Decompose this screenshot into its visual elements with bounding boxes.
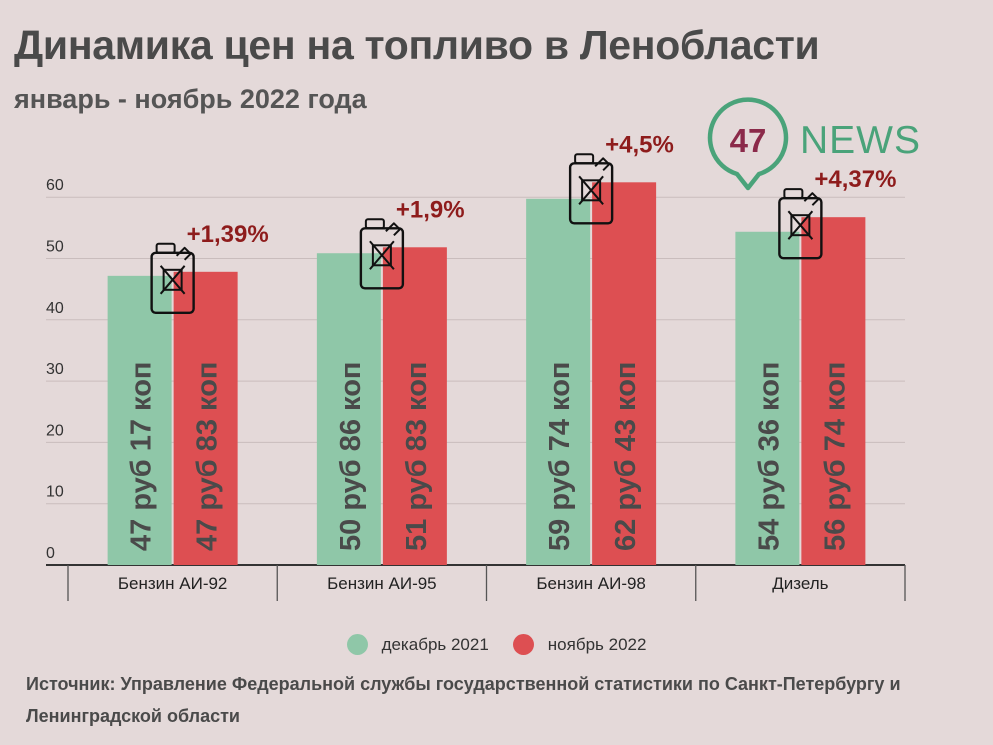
percent-change-label: +1,39% — [187, 221, 269, 248]
legend-item-nov-2022: ноябрь 2022 — [512, 634, 647, 655]
bar-chart: 0 10 20 30 40 50 60 47 руб 17 коп 47 руб 83 коп +… — [46, 131, 906, 601]
bar-value-label: 47 руб 17 коп — [126, 362, 158, 551]
bar-nov-2022 — [173, 271, 238, 565]
chart-legend: декабрь 2021 ноябрь 2022 — [0, 634, 993, 655]
y-tick-label: 60 — [46, 177, 64, 194]
fuel-canister-icon — [568, 153, 614, 225]
bar-value-label: 51 руб 83 коп — [401, 362, 433, 551]
logo-word: NEWS — [800, 119, 921, 162]
x-tick-label: Бензин АИ-98 — [536, 574, 646, 593]
logo-pin-icon — [707, 97, 789, 191]
legend-item-dec-2021: декабрь 2021 — [346, 634, 489, 655]
percent-change-label: +4,37% — [814, 166, 896, 193]
bar-value-label: 56 руб 74 коп — [819, 362, 851, 551]
bar-value-label: 59 руб 74 коп — [544, 362, 576, 551]
legend-swatch-dec-2021 — [346, 634, 368, 655]
bar-value-label: 50 руб 86 коп — [335, 362, 367, 551]
bar-dec-2021 — [735, 231, 800, 565]
percent-change-label: +4,5% — [605, 131, 674, 158]
bar-dec-2021 — [526, 198, 591, 565]
y-tick-label: 40 — [46, 300, 64, 317]
legend-label-nov-2022: ноябрь 2022 — [547, 634, 647, 654]
bar-value-label: 54 руб 36 коп — [753, 362, 785, 551]
logo-number: 47 — [730, 122, 767, 159]
legend-swatch-nov-2022 — [512, 634, 534, 655]
percent-change-label: +1,9% — [396, 196, 465, 223]
chart-subtitle: январь - ноябрь 2022 года — [14, 84, 367, 114]
bar-dec-2021 — [316, 253, 381, 565]
legend-label-dec-2021: декабрь 2021 — [381, 634, 489, 654]
fuel-canister-icon — [150, 242, 195, 315]
bar-value-label: 47 руб 83 коп — [192, 362, 224, 551]
fuel-canister-icon — [778, 188, 823, 260]
fuel-canister-icon — [359, 218, 405, 290]
y-tick-label: 20 — [46, 422, 64, 439]
y-tick-label: 10 — [46, 484, 64, 501]
bar-nov-2022 — [382, 247, 447, 565]
y-tick-label: 0 — [46, 545, 55, 562]
bar-value-label: 62 руб 43 коп — [610, 362, 642, 551]
x-tick-label: Бензин АИ-95 — [327, 574, 437, 593]
y-tick-label: 50 — [46, 239, 64, 256]
news-logo: 47 NEWS — [707, 97, 921, 191]
bar-nov-2022 — [801, 217, 866, 565]
x-tick-label: Дизель — [772, 574, 828, 593]
bar-nov-2022 — [592, 182, 657, 566]
x-tick-label: Бензин АИ-92 — [118, 574, 228, 593]
bar-dec-2021 — [107, 275, 172, 565]
chart-title: Динамика цен на топливо в Ленобласти — [14, 22, 820, 68]
source-note: Источник: Управление Федеральной службы … — [26, 674, 901, 726]
y-tick-label: 30 — [46, 361, 64, 378]
